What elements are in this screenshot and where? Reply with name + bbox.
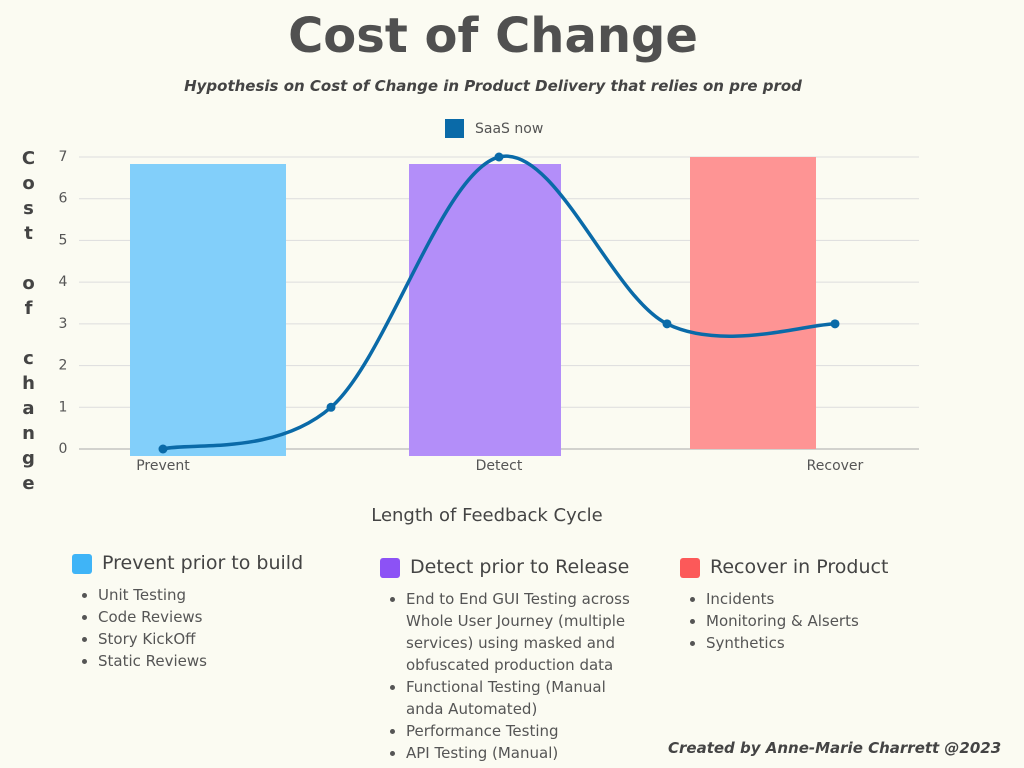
list-item: Static Reviews: [98, 650, 338, 672]
section-title: Prevent prior to build: [102, 552, 304, 574]
x-axis-label: Length of Feedback Cycle: [371, 505, 603, 526]
list-item: Code Reviews: [98, 606, 338, 628]
legend-swatch: [445, 119, 464, 138]
list-item: Unit Testing: [98, 584, 338, 606]
list-item: End to End GUI Testing across Whole User…: [406, 588, 646, 676]
x-tick-label: Prevent: [136, 458, 190, 474]
y-tick-label: 1: [59, 399, 68, 415]
point: [158, 444, 168, 454]
y-tick-label: 4: [59, 274, 68, 290]
list-item: Story KickOff: [98, 628, 338, 650]
list-item: Performance Testing: [406, 720, 646, 742]
phase-block: [690, 157, 816, 449]
phase-block: [409, 164, 561, 456]
title: Cost of Change: [288, 8, 698, 64]
y-tick-label: 7: [59, 149, 68, 165]
point: [494, 152, 504, 162]
section-list: End to End GUI Testing across Whole User…: [388, 588, 646, 764]
y-tick-label: 5: [59, 232, 68, 248]
credit: Created by Anne-Marie Charrett @2023: [668, 739, 1002, 757]
point: [662, 319, 672, 329]
phase-block: [130, 164, 286, 456]
list-item: Functional Testing (Manual anda Automate…: [406, 676, 646, 720]
chart: 0 1 2 3 4 5 6 7 Prevent Detect Recover SaaS now: [59, 119, 919, 474]
subtitle: Hypothesis on Cost of Change in Product …: [184, 77, 802, 95]
section-swatch: [72, 554, 92, 574]
section-list: Unit TestingCode ReviewsStory KickOffSta…: [80, 584, 338, 672]
y-axis-label: Cost of change: [18, 148, 39, 498]
point: [326, 402, 336, 412]
x-tick-label: Detect: [476, 458, 523, 474]
list-item: Incidents: [706, 588, 946, 610]
y-tick-label: 6: [59, 191, 68, 207]
list-item: API Testing (Manual): [406, 742, 646, 764]
x-tick-label: Recover: [807, 458, 864, 474]
y-tick-label: 0: [59, 441, 68, 457]
point: [830, 319, 840, 329]
section-swatch: [380, 558, 400, 578]
section-title: Detect prior to Release: [410, 556, 630, 578]
section-title: Recover in Product: [710, 556, 889, 578]
y-tick-label: 3: [59, 316, 68, 332]
list-item: Monitoring & Alserts: [706, 610, 946, 632]
y-tick-label: 2: [59, 358, 68, 374]
legend-label: SaaS now: [475, 121, 543, 137]
list-item: Synthetics: [706, 632, 946, 654]
section-list: IncidentsMonitoring & AlsertsSynthetics: [688, 588, 946, 654]
section-swatch: [680, 558, 700, 578]
